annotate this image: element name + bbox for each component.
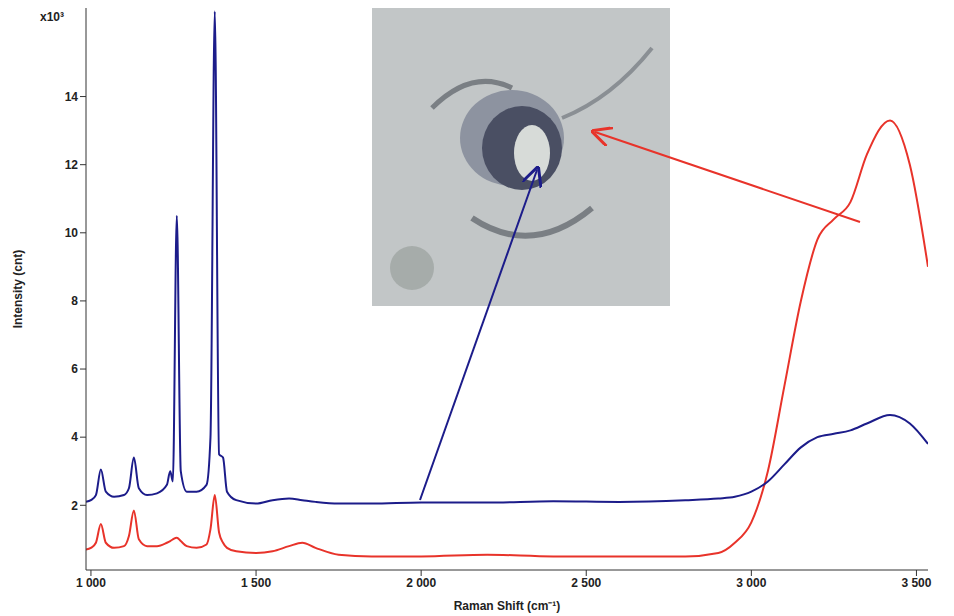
svg-text:2: 2 xyxy=(71,499,78,513)
svg-text:3 000: 3 000 xyxy=(736,576,766,590)
svg-text:1 500: 1 500 xyxy=(241,576,271,590)
svg-text:10: 10 xyxy=(65,226,79,240)
svg-text:14: 14 xyxy=(65,90,79,104)
html-text:x10³: x10³ xyxy=(40,10,64,24)
svg-text:8: 8 xyxy=(71,294,78,308)
svg-text:3 500: 3 500 xyxy=(901,576,931,590)
svg-text:2 000: 2 000 xyxy=(406,576,436,590)
svg-text:2 500: 2 500 xyxy=(571,576,601,590)
svg-text:Raman Shift (cm⁻¹): Raman Shift (cm⁻¹) xyxy=(454,599,561,613)
svg-text:6: 6 xyxy=(71,362,78,376)
svg-text:Intensity (cnt): Intensity (cnt) xyxy=(11,250,25,329)
svg-text:4: 4 xyxy=(71,430,78,444)
svg-text:12: 12 xyxy=(65,158,79,172)
svg-text:1 000: 1 000 xyxy=(76,576,106,590)
